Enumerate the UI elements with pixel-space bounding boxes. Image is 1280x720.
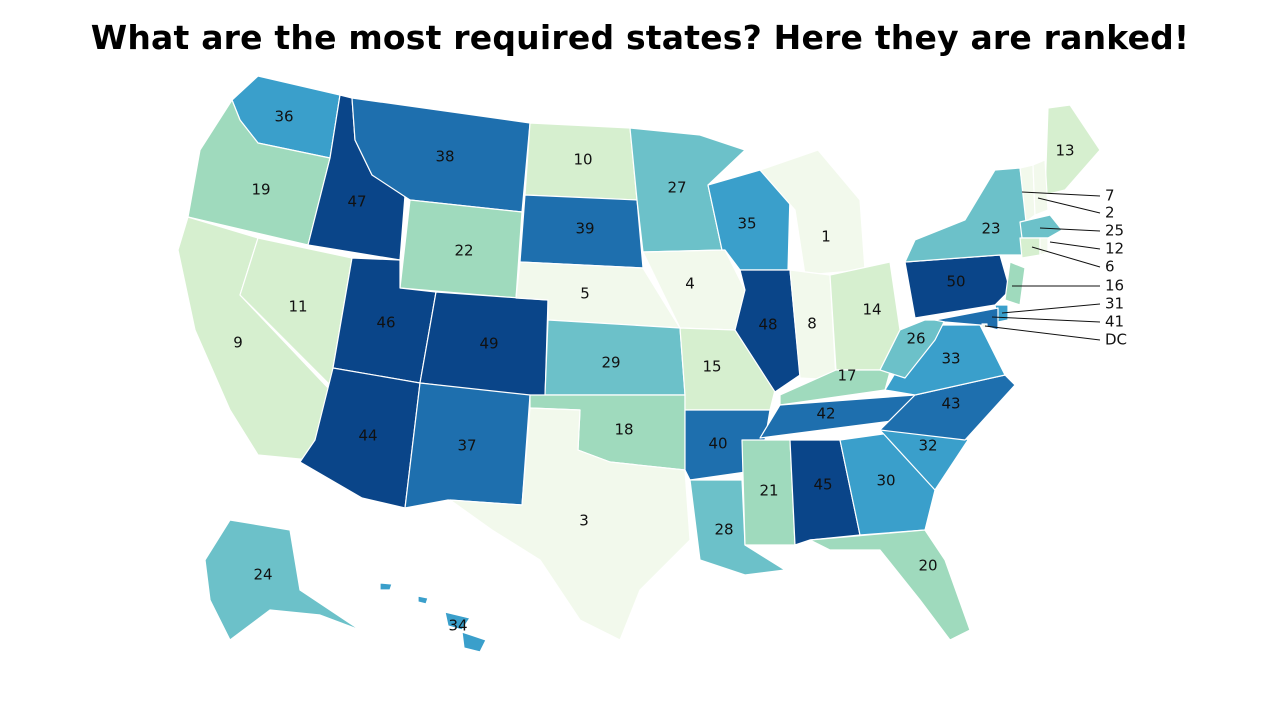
callout-line-dc (984, 325, 1101, 341)
state-label-ne: 5 (580, 285, 590, 303)
state-label-nc: 43 (941, 395, 960, 413)
state-tx (449, 407, 691, 641)
state-label-ok: 18 (614, 421, 633, 439)
callout-line-vt (1021, 191, 1101, 197)
callout-label-md: 41 (1105, 313, 1124, 331)
callout-line-ri (1031, 246, 1101, 268)
state-label-mo: 15 (702, 358, 721, 376)
state-label-az: 44 (358, 427, 377, 445)
callout-label-ri: 6 (1105, 258, 1115, 276)
state-label-mi: 1 (821, 228, 831, 246)
state-label-hi: 34 (448, 617, 467, 635)
state-nj (1004, 261, 1026, 306)
state-label-al: 45 (813, 476, 832, 494)
state-label-fl: 20 (918, 557, 937, 575)
callout-line-ma (1039, 227, 1101, 232)
state-label-in: 8 (807, 315, 817, 333)
state-label-wa: 36 (274, 108, 293, 126)
state-nc (879, 374, 1016, 441)
state-nh (1032, 159, 1049, 216)
callout-label-de: 31 (1105, 295, 1124, 313)
state-label-ia: 4 (685, 275, 695, 293)
callout-line-md (991, 316, 1101, 323)
callout-line-nh (1037, 197, 1101, 214)
state-label-nv: 11 (288, 298, 307, 316)
state-label-wv: 26 (906, 330, 925, 348)
state-label-ky: 17 (837, 367, 856, 385)
state-label-me: 13 (1055, 142, 1074, 160)
callout-label-vt: 7 (1105, 187, 1115, 205)
callout-label-ct: 12 (1105, 240, 1124, 258)
state-label-co: 49 (479, 335, 498, 353)
state-label-ga: 30 (876, 472, 895, 490)
state-label-wy: 22 (454, 242, 473, 260)
state-dc (981, 323, 988, 329)
callout-label-dc: DC (1105, 331, 1127, 349)
callout-label-nh: 2 (1105, 204, 1115, 222)
callout-label-nj: 16 (1105, 277, 1124, 295)
state-ak (204, 519, 361, 641)
state-hi (379, 582, 487, 653)
state-label-ut: 46 (376, 314, 395, 332)
state-label-ca: 9 (233, 334, 243, 352)
state-fl (809, 529, 971, 641)
state-label-ms: 21 (759, 482, 778, 500)
state-label-ak: 24 (253, 566, 272, 584)
state-ga (839, 432, 936, 536)
state-label-il: 48 (758, 316, 777, 334)
state-label-pa: 50 (946, 273, 965, 291)
state-label-id: 47 (347, 193, 366, 211)
state-label-la: 28 (714, 521, 733, 539)
state-la (689, 479, 786, 576)
callout-label-ma: 25 (1105, 222, 1124, 240)
state-label-nd: 10 (573, 151, 592, 169)
state-label-nm: 37 (457, 437, 476, 455)
state-label-mt: 38 (435, 148, 454, 166)
state-label-mn: 27 (667, 179, 686, 197)
state-label-sc: 32 (918, 437, 937, 455)
state-label-ks: 29 (601, 354, 620, 372)
state-ma (1019, 214, 1063, 239)
callout-line-ct (1049, 241, 1101, 250)
state-label-or: 19 (251, 181, 270, 199)
state-label-tn: 42 (816, 405, 835, 423)
map-title: What are the most required states? Here … (90, 18, 1190, 57)
state-label-sd: 39 (575, 220, 594, 238)
state-label-oh: 14 (862, 301, 881, 319)
state-label-wi: 35 (737, 215, 756, 233)
state-label-va: 33 (941, 350, 960, 368)
callout-line-de (1001, 303, 1101, 314)
state-label-ar: 40 (708, 435, 727, 453)
state-label-tx: 3 (579, 512, 589, 530)
state-ri (1039, 237, 1049, 256)
state-label-ny: 23 (981, 220, 1000, 238)
